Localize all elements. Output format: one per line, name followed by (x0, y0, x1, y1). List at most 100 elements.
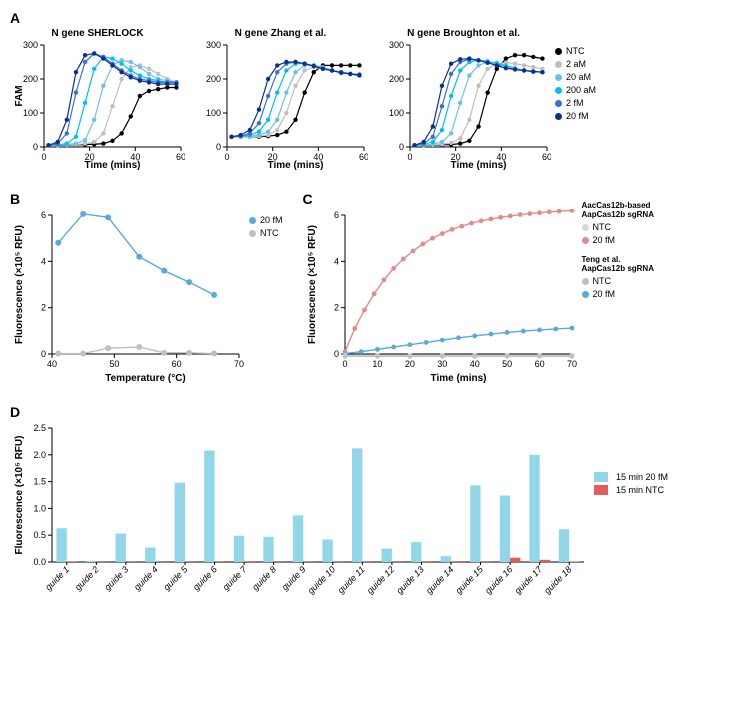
legend-label: 20 fM (593, 289, 616, 299)
panel-a-subplot: N gene Zhang et al.02040600100200300Time… (193, 28, 368, 171)
legend-item: 200 aM (555, 85, 596, 95)
panel-bc-row: B 405060700246Temperature (°C)Fluorescen… (10, 191, 729, 384)
subplot-title: N gene SHERLOCK (10, 28, 185, 39)
legend-item: 20 fM (555, 111, 596, 121)
svg-text:Fluorescence (×10⁵ RFU): Fluorescence (×10⁵ RFU) (14, 436, 25, 555)
subplot-title: N gene Broughton et al. (376, 28, 551, 39)
svg-text:30: 30 (437, 359, 447, 369)
svg-text:0: 0 (41, 349, 46, 359)
legend-label: NTC (593, 276, 612, 286)
panel-a-subplot: N gene Broughton et al.02040600100200300… (376, 28, 551, 171)
legend-item: 20 aM (555, 72, 596, 82)
legend-label: 15 min 20 fM (616, 472, 668, 482)
legend-swatch (555, 61, 562, 68)
bar-chart: 0.00.51.01.52.02.5Fluorescence (×10⁵ RFU… (10, 422, 590, 612)
svg-text:guide 1: guide 1 (43, 564, 71, 592)
svg-text:guide 8: guide 8 (250, 564, 278, 592)
svg-text:300: 300 (23, 41, 38, 50)
legend-label: NTC (593, 222, 612, 232)
svg-text:guide 5: guide 5 (161, 564, 190, 593)
legend-item: 15 min 20 fM (594, 472, 668, 482)
legend-item: 2 aM (555, 59, 596, 69)
svg-text:guide 18: guide 18 (542, 564, 573, 595)
svg-text:0: 0 (41, 152, 46, 162)
legend-label: 20 fM (593, 235, 616, 245)
svg-text:guide 12: guide 12 (365, 564, 396, 595)
legend-swatch (582, 237, 589, 244)
panel-d-legend: 15 min 20 fM 15 min NTC (594, 422, 668, 612)
legend-item: NTC (582, 276, 654, 286)
svg-text:2.5: 2.5 (33, 423, 46, 433)
multi-panel-figure: A N gene SHERLOCK02040600100200300Time (… (10, 10, 729, 612)
legend-swatch (249, 217, 256, 224)
svg-text:0.0: 0.0 (33, 557, 46, 567)
svg-text:0: 0 (342, 359, 347, 369)
subplot-title: N gene Zhang et al. (193, 28, 368, 39)
svg-text:40: 40 (469, 359, 479, 369)
svg-text:0: 0 (407, 152, 412, 162)
svg-text:1.5: 1.5 (33, 477, 46, 487)
svg-text:guide 6: guide 6 (191, 564, 219, 592)
svg-text:0: 0 (334, 349, 339, 359)
svg-text:Fluorescence (×10⁵ RFU): Fluorescence (×10⁵ RFU) (14, 225, 25, 344)
svg-text:60: 60 (542, 152, 551, 162)
svg-text:2: 2 (41, 303, 46, 313)
svg-text:guide 13: guide 13 (394, 564, 425, 595)
svg-text:0.5: 0.5 (33, 530, 46, 540)
legend-swatch (582, 278, 589, 285)
svg-text:200: 200 (206, 74, 221, 84)
svg-text:0: 0 (224, 152, 229, 162)
legend-label: NTC (566, 46, 585, 56)
svg-text:guide 11: guide 11 (336, 564, 367, 595)
legend-item: NTC (582, 222, 654, 232)
legend-label: 15 min NTC (616, 485, 664, 495)
panel-c: C 0102030405060700246Time (mins)Fluoresc… (303, 191, 654, 384)
line-chart: 02040600100200300Time (mins) (193, 41, 368, 171)
svg-text:guide 9: guide 9 (280, 564, 308, 592)
svg-text:4: 4 (41, 256, 46, 266)
svg-text:60: 60 (176, 152, 185, 162)
svg-text:300: 300 (206, 41, 221, 50)
legend-swatch (582, 224, 589, 231)
panel-a-legend: NTC 2 aM 20 aM 200 aM 2 fM 20 fM (555, 28, 596, 171)
legend-swatch (555, 100, 562, 107)
legend-group-title: Teng et al. AapCas12b sgRNA (582, 255, 654, 273)
panel-c-label: C (303, 191, 578, 207)
panel-b-label: B (10, 191, 245, 207)
legend-group-title: AacCas12b-based AapCas12b sgRNA (582, 201, 654, 219)
svg-text:2.0: 2.0 (33, 450, 46, 460)
svg-text:guide 15: guide 15 (453, 564, 485, 596)
svg-text:200: 200 (23, 74, 38, 84)
panel-a-subplot: N gene SHERLOCK02040600100200300Time (mi… (10, 28, 185, 171)
legend-item: 20 fM (582, 235, 654, 245)
svg-text:100: 100 (389, 108, 404, 118)
svg-text:guide 7: guide 7 (221, 564, 250, 593)
svg-text:60: 60 (534, 359, 544, 369)
svg-text:10: 10 (372, 359, 382, 369)
svg-text:6: 6 (41, 210, 46, 220)
legend-item: 20 fM (249, 215, 283, 225)
legend-swatch (594, 472, 608, 482)
line-chart: 02040600100200300Time (mins)FAM (10, 41, 185, 171)
line-chart: 405060700246Temperature (°C)Fluorescence… (10, 209, 245, 384)
svg-text:Time (mins): Time (mins) (430, 373, 486, 384)
panel-b: B 405060700246Temperature (°C)Fluorescen… (10, 191, 283, 384)
svg-text:50: 50 (502, 359, 512, 369)
panel-d-label: D (10, 404, 729, 420)
svg-text:guide 14: guide 14 (424, 564, 455, 595)
legend-label: 20 fM (260, 215, 283, 225)
legend-item: NTC (249, 228, 283, 238)
svg-text:guide 10: guide 10 (306, 564, 337, 595)
legend-label: 200 aM (566, 85, 596, 95)
svg-text:guide 2: guide 2 (73, 564, 101, 592)
svg-text:60: 60 (172, 359, 182, 369)
svg-text:50: 50 (109, 359, 119, 369)
legend-item: 2 fM (555, 98, 596, 108)
svg-text:Time (mins): Time (mins) (451, 160, 507, 171)
svg-text:200: 200 (389, 74, 404, 84)
legend-swatch (582, 291, 589, 298)
svg-text:40: 40 (47, 359, 57, 369)
line-chart: 02040600100200300Time (mins) (376, 41, 551, 171)
svg-text:60: 60 (359, 152, 368, 162)
legend-swatch (555, 87, 562, 94)
